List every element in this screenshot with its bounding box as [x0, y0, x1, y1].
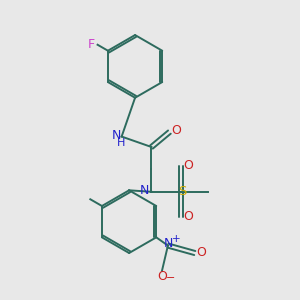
Text: N: N — [112, 129, 121, 142]
Text: O: O — [183, 210, 193, 223]
Text: O: O — [158, 270, 167, 284]
Text: −: − — [166, 273, 175, 284]
Text: O: O — [196, 246, 206, 259]
Text: O: O — [183, 159, 193, 172]
Text: N: N — [164, 237, 173, 250]
Text: +: + — [172, 234, 180, 244]
Text: N: N — [140, 184, 150, 197]
Text: F: F — [88, 38, 95, 51]
Text: O: O — [171, 124, 181, 137]
Text: H: H — [117, 138, 125, 148]
Text: S: S — [178, 185, 186, 198]
